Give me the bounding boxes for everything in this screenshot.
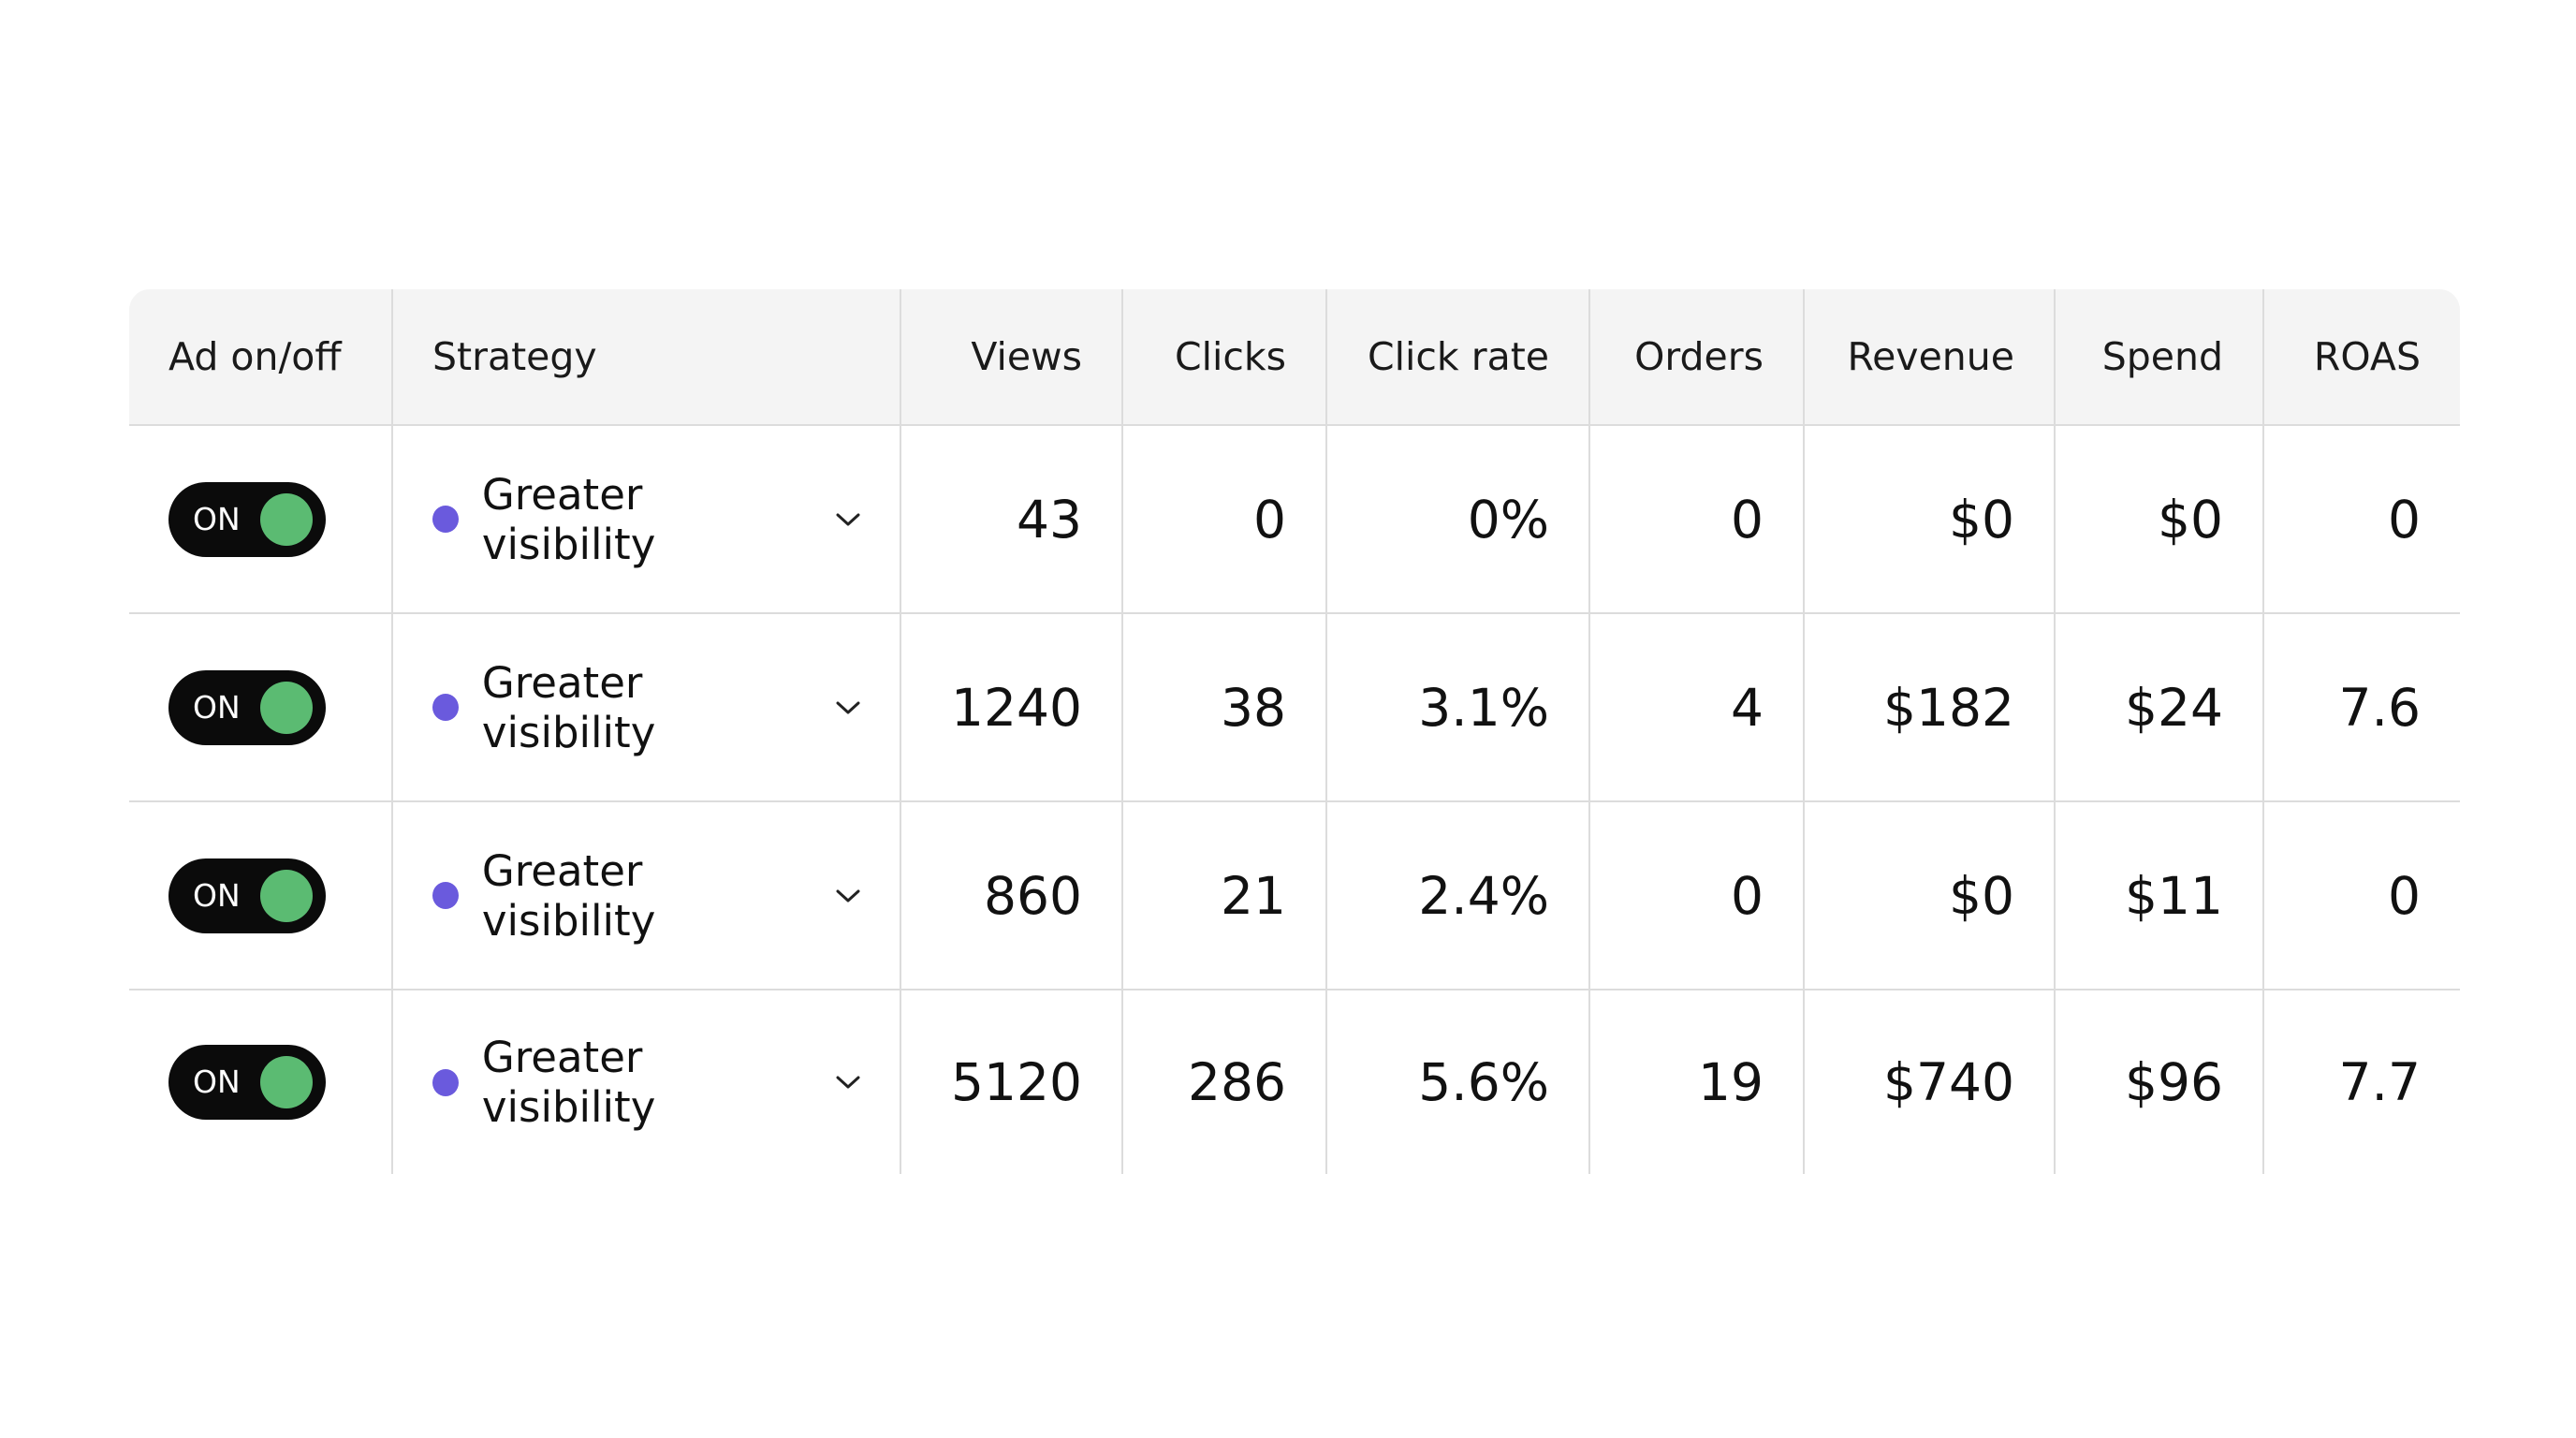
strategy-dot xyxy=(432,506,459,533)
table-cell: 286 xyxy=(1121,990,1325,1174)
table-cell: 2.4% xyxy=(1325,802,1588,990)
table-cell: 0 xyxy=(2262,426,2460,614)
column-header: Spend xyxy=(2054,289,2262,426)
table-cell: 0 xyxy=(2262,802,2460,990)
table-cell: 38 xyxy=(1121,614,1325,802)
table-cell: 7.6 xyxy=(2262,614,2460,802)
table-cell: 0 xyxy=(1588,802,1803,990)
strategy-label: Greater visibility xyxy=(481,845,656,946)
ad-toggle[interactable]: ON xyxy=(168,669,326,745)
table-cell: ON xyxy=(129,426,391,614)
strategy-dropdown[interactable]: Greater visibility xyxy=(432,470,860,569)
toggle-knob xyxy=(260,869,313,922)
table-cell: 3.1% xyxy=(1325,614,1588,802)
toggle-knob xyxy=(260,492,313,546)
toggle-label: ON xyxy=(193,876,241,914)
chevron-icon xyxy=(836,889,860,902)
strategy-label: Greater visibility xyxy=(481,1033,656,1132)
table-cell: $0 xyxy=(2054,426,2262,614)
strategy-dropdown[interactable]: Greater visibility xyxy=(432,846,860,946)
table-cell: 860 xyxy=(900,802,1121,990)
table-cell: $96 xyxy=(2054,990,2262,1174)
table-cell: 0 xyxy=(1121,426,1325,614)
column-header: Strategy xyxy=(391,289,900,426)
strategy-dot xyxy=(432,1068,459,1096)
table-cell: Greater visibility xyxy=(391,990,900,1174)
table-cell: $0 xyxy=(1803,802,2054,990)
table-cell: $0 xyxy=(1803,426,2054,614)
toggle-knob xyxy=(260,681,313,734)
column-header: Ad on/off xyxy=(129,289,391,426)
column-header: Orders xyxy=(1588,289,1803,426)
strategy-dropdown[interactable]: Greater visibility xyxy=(432,1033,860,1132)
table-cell: 5120 xyxy=(900,990,1121,1174)
table-cell: $11 xyxy=(2054,802,2262,990)
strategy-label: Greater visibility xyxy=(481,469,656,569)
chevron-icon xyxy=(836,513,860,525)
table-cell: 0 xyxy=(1588,426,1803,614)
chevron-icon xyxy=(836,1076,860,1089)
chevron-icon xyxy=(836,701,860,713)
toggle-label: ON xyxy=(193,500,241,537)
table-cell: Greater visibility xyxy=(391,802,900,990)
ad-toggle[interactable]: ON xyxy=(168,481,326,557)
ads-table: Ad on/off Strategy Views Clicks Click rate Or… xyxy=(129,289,2460,1174)
column-header: ROAS xyxy=(2262,289,2460,426)
table-cell: 5.6% xyxy=(1325,990,1588,1174)
table-cell: 4 xyxy=(1588,614,1803,802)
strategy-dot xyxy=(432,882,459,909)
table-cell: $740 xyxy=(1803,990,2054,1174)
table-cell: 43 xyxy=(900,426,1121,614)
strategy-label: Greater visibility xyxy=(481,657,656,757)
toggle-knob xyxy=(260,1056,313,1108)
table-cell: 21 xyxy=(1121,802,1325,990)
toggle-label: ON xyxy=(193,688,241,726)
table-cell: ON xyxy=(129,802,391,990)
column-header: Views xyxy=(900,289,1121,426)
table-cell: Greater visibility xyxy=(391,614,900,802)
toggle-label: ON xyxy=(193,1064,241,1100)
table-cell: 0% xyxy=(1325,426,1588,614)
table-cell: 1240 xyxy=(900,614,1121,802)
table-cell: $24 xyxy=(2054,614,2262,802)
ad-toggle[interactable]: ON xyxy=(168,858,326,933)
column-header: Revenue xyxy=(1803,289,2054,426)
column-header: Clicks xyxy=(1121,289,1325,426)
strategy-dot xyxy=(432,694,459,721)
table-cell: $182 xyxy=(1803,614,2054,802)
table-cell: 7.7 xyxy=(2262,990,2460,1174)
table-cell: ON xyxy=(129,614,391,802)
table-cell: Greater visibility xyxy=(391,426,900,614)
table-cell: ON xyxy=(129,990,391,1174)
column-header: Click rate xyxy=(1325,289,1588,426)
ad-toggle[interactable]: ON xyxy=(168,1045,326,1120)
strategy-dropdown[interactable]: Greater visibility xyxy=(432,658,860,757)
table-cell: 19 xyxy=(1588,990,1803,1174)
